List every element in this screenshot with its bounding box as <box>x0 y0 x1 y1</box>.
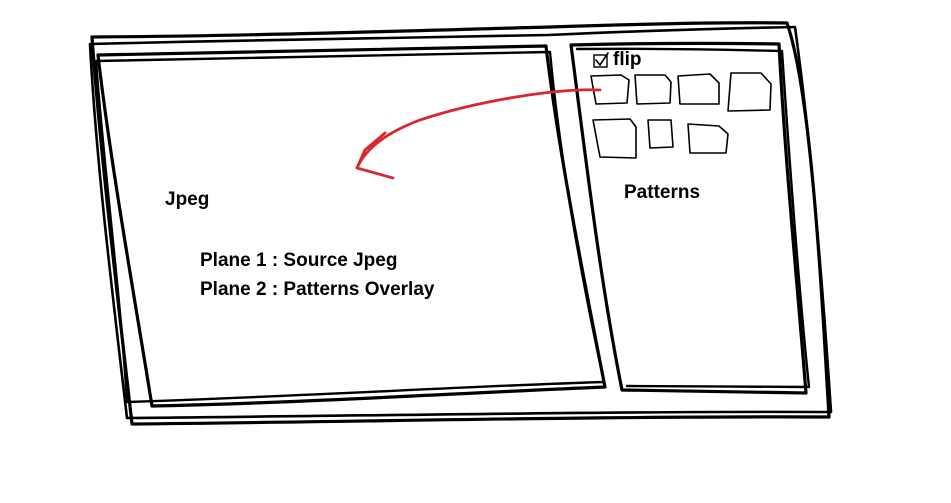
patterns-label: Patterns <box>624 182 701 203</box>
patterns-panel-frame[interactable] <box>569 41 808 395</box>
plane-2-label: Plane 2 : Patterns Overlay <box>200 279 435 300</box>
pattern-tile-4[interactable] <box>727 72 772 112</box>
jpeg-canvas-frame-echo <box>94 50 606 404</box>
patterns-panel-frame-echo <box>575 47 811 389</box>
drag-arrow-icon <box>355 88 602 170</box>
flip-label: flip <box>613 49 642 70</box>
pattern-tile-1[interactable] <box>590 74 630 105</box>
pattern-tile-7[interactable] <box>687 123 729 154</box>
pattern-tile-2[interactable] <box>634 74 672 105</box>
checkbox-checked-icon[interactable] <box>592 51 610 69</box>
outer-window-frame-echo <box>88 25 833 420</box>
pattern-tile-5[interactable] <box>592 118 637 159</box>
flip-checkbox[interactable]: flip <box>592 49 642 71</box>
jpeg-canvas-frame[interactable] <box>96 44 607 408</box>
jpeg-panel-title: Jpeg <box>165 189 210 210</box>
pattern-tile-6[interactable] <box>647 119 674 149</box>
drag-arrow-head <box>355 131 395 180</box>
pattern-tile-3[interactable] <box>677 73 720 105</box>
plane-1-label: Plane 1 : Source Jpeg <box>200 250 398 271</box>
